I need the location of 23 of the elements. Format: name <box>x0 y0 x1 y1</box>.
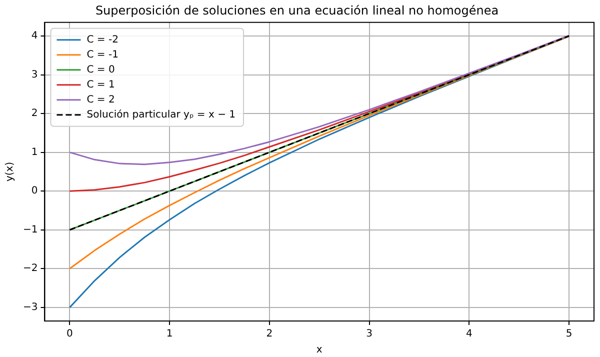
legend-label: C = 0 <box>86 64 115 76</box>
legend-label: Solución particular yₚ = x − 1 <box>86 109 236 120</box>
x-tick-label: 4 <box>466 328 472 340</box>
y-tick-label: 2 <box>31 108 38 120</box>
legend-label: C = -1 <box>86 49 118 60</box>
y-tick-label: 4 <box>31 30 38 42</box>
y-tick-label: −3 <box>22 302 38 314</box>
y-axis-title: y(x) <box>4 162 16 182</box>
x-tick-label: 0 <box>66 328 73 340</box>
y-tick-label: −1 <box>22 224 38 236</box>
legend-label: C = -2 <box>86 34 118 46</box>
legend-label: C = 1 <box>86 79 115 90</box>
y-tick-label: 3 <box>31 69 38 80</box>
legend-label: C = 2 <box>86 94 115 106</box>
x-tick-label: 2 <box>266 328 273 340</box>
x-axis-title: x <box>316 344 322 356</box>
y-tick-label: −2 <box>22 263 38 274</box>
x-tick-label: 5 <box>566 328 572 340</box>
y-tick-label: 0 <box>31 186 38 197</box>
x-tick-label: 1 <box>166 328 173 340</box>
chart-title: Superposición de soluciones en una ecuación lineal no homogénea <box>95 3 499 18</box>
y-tick-label: 1 <box>31 146 38 158</box>
x-tick-label: 3 <box>366 328 372 340</box>
